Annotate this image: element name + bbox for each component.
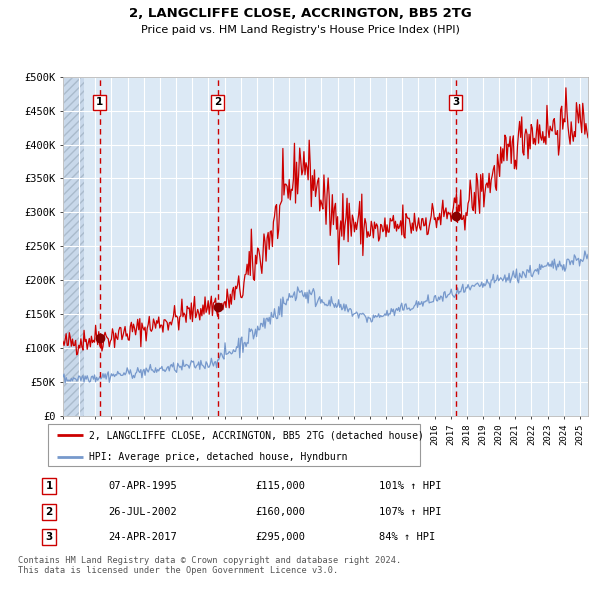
Bar	[63, 77, 84, 416]
Text: 1: 1	[46, 481, 53, 491]
Text: £295,000: £295,000	[255, 532, 305, 542]
Text: HPI: Average price, detached house, Hyndburn: HPI: Average price, detached house, Hynd…	[89, 452, 347, 462]
Text: Contains HM Land Registry data © Crown copyright and database right 2024.
This d: Contains HM Land Registry data © Crown c…	[18, 556, 401, 575]
Text: 3: 3	[46, 532, 53, 542]
Text: 84% ↑ HPI: 84% ↑ HPI	[379, 532, 435, 542]
Text: £115,000: £115,000	[255, 481, 305, 491]
Text: 26-JUL-2002: 26-JUL-2002	[108, 507, 177, 517]
Text: 2: 2	[214, 97, 221, 107]
Text: Price paid vs. HM Land Registry's House Price Index (HPI): Price paid vs. HM Land Registry's House …	[140, 25, 460, 35]
Text: 2, LANGCLIFFE CLOSE, ACCRINGTON, BB5 2TG (detached house): 2, LANGCLIFFE CLOSE, ACCRINGTON, BB5 2TG…	[89, 430, 424, 440]
Text: 3: 3	[452, 97, 460, 107]
Text: 107% ↑ HPI: 107% ↑ HPI	[379, 507, 442, 517]
Text: 2, LANGCLIFFE CLOSE, ACCRINGTON, BB5 2TG: 2, LANGCLIFFE CLOSE, ACCRINGTON, BB5 2TG	[128, 7, 472, 20]
Text: 2: 2	[46, 507, 53, 517]
Text: £160,000: £160,000	[255, 507, 305, 517]
Text: 07-APR-1995: 07-APR-1995	[108, 481, 177, 491]
Text: 24-APR-2017: 24-APR-2017	[108, 532, 177, 542]
FancyBboxPatch shape	[48, 424, 420, 466]
Text: 101% ↑ HPI: 101% ↑ HPI	[379, 481, 442, 491]
Text: 1: 1	[96, 97, 103, 107]
